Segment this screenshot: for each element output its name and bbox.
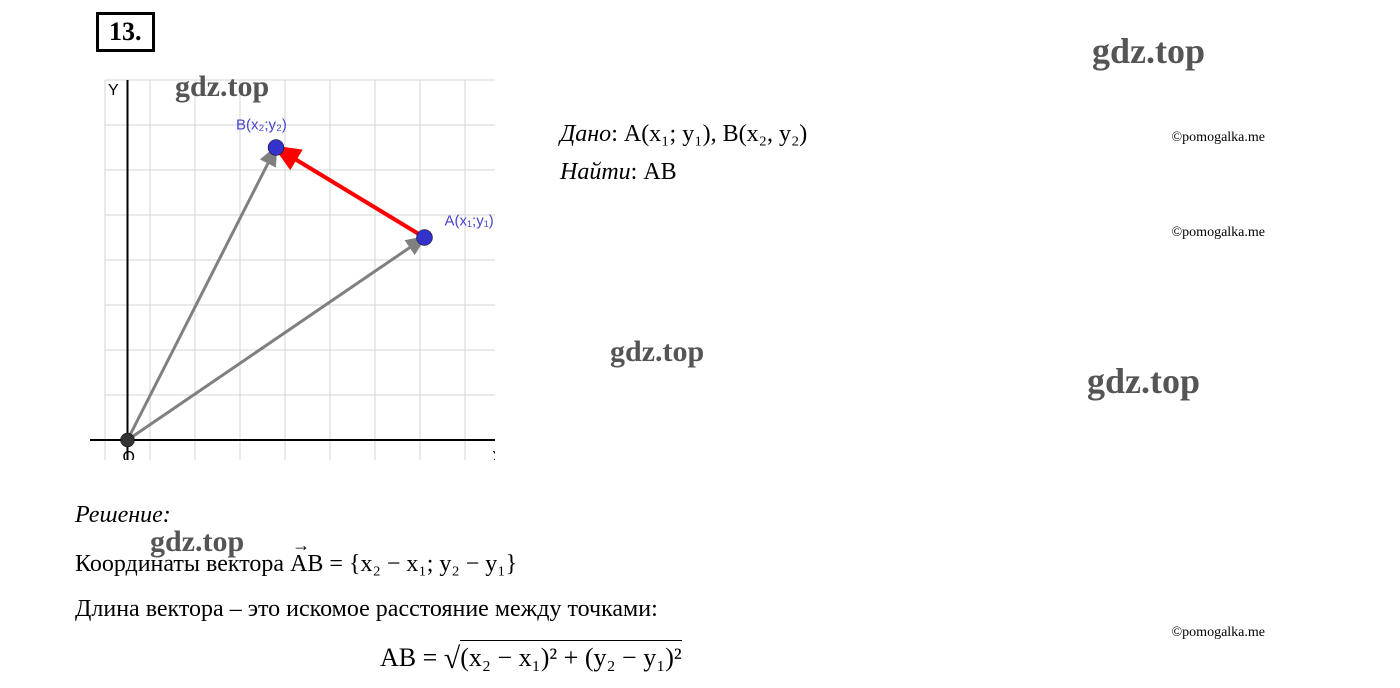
vector-AB-symbol: AB: [290, 544, 323, 585]
dano-label: Дано: [560, 121, 611, 147]
watermark-gdz-solution: gdz.top: [150, 525, 244, 559]
watermark-pomogalka-1: ©pomogalka.me: [1172, 130, 1265, 146]
formula-rhs: (x₂ − x₁)² + (y₂ − y₁)²: [460, 640, 681, 673]
svg-text:Y: Y: [108, 82, 119, 99]
solution-block: Решение: Координаты вектора AB = {x₂ − x…: [75, 495, 658, 629]
svg-text:A(x₁;y₁): A(x₁;y₁): [445, 213, 494, 230]
watermark-pomogalka-2: ©pomogalka.me: [1172, 225, 1265, 241]
dano-content: : A(x₁; y₁), B(x₂, y₂): [611, 121, 807, 147]
naiti-label: Найти: [560, 159, 631, 185]
formula-lhs: AB =: [380, 643, 444, 672]
given-block: Дано: A(x₁; y₁), B(x₂, y₂) Найти: AB: [560, 115, 807, 192]
formula-distance: AB = √(x₂ − x₁)² + (y₂ − y₁)²: [380, 640, 682, 676]
watermark-gdz-chart: gdz.top: [175, 70, 269, 104]
svg-text:X: X: [492, 449, 495, 460]
diagram-svg: O Y X A(x₁;y₁) B(x₂;y₂): [65, 60, 495, 460]
coords-post: = {x₂ − x₁; y₂ − y₁}: [323, 551, 517, 577]
given-naiti: Найти: AB: [560, 153, 807, 191]
naiti-content: : AB: [631, 159, 677, 185]
given-dano: Дано: A(x₁; y₁), B(x₂, y₂): [560, 115, 807, 153]
svg-text:O: O: [123, 449, 135, 460]
solution-line-length: Длина вектора – это искомое расстояние м…: [75, 589, 658, 630]
sqrt-symbol: √: [444, 642, 460, 675]
problem-number: 13.: [96, 12, 155, 52]
watermark-gdz-right: gdz.top: [1087, 360, 1200, 402]
watermark-gdz-center: gdz.top: [610, 335, 704, 369]
watermark-gdz-topright: gdz.top: [1092, 30, 1205, 72]
svg-text:B(x₂;y₂): B(x₂;y₂): [236, 117, 287, 134]
vector-diagram: O Y X A(x₁;y₁) B(x₂;y₂): [65, 60, 495, 460]
watermark-pomogalka-3: ©pomogalka.me: [1172, 625, 1265, 641]
